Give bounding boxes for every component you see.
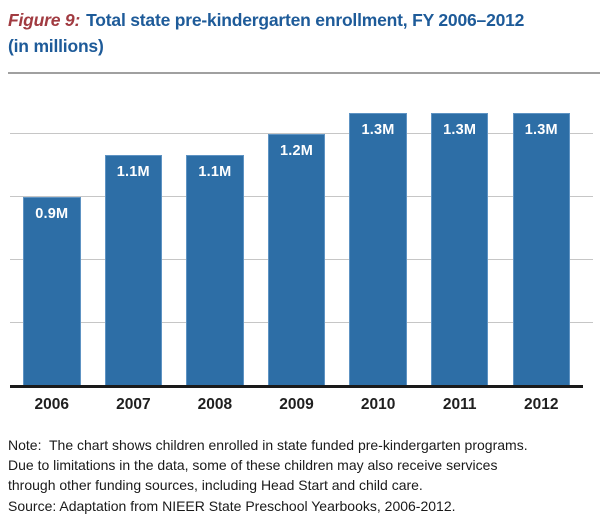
bar-2012: 1.3M [512, 112, 570, 385]
chart-notes: Note: The chart shows children enrolled … [8, 435, 607, 516]
bar-chart: 0.9M 1.1M 1.1M 1.2M 1.3M 1.3M 1.3M 2006 2007 200… [10, 95, 593, 413]
x-axis-label-2011: 2011 [442, 396, 477, 413]
bar-2006: 0.9M [23, 196, 81, 385]
x-axis-label-2009: 2009 [279, 396, 314, 413]
figure-number-label: Figure 9: [8, 10, 81, 30]
bar-2008: 1.1M [186, 154, 244, 385]
figure-page: Figure 9: Total state pre-kindergarten en… [8, 8, 607, 516]
title-divider [8, 72, 600, 74]
note-line: through other funding sources, including… [8, 477, 423, 493]
bar-value-label: 1.3M [524, 121, 558, 138]
bar-value-label: 1.3M [361, 121, 395, 138]
bar-value-label: 1.1M [116, 163, 150, 180]
bar-2010: 1.3M [349, 112, 407, 385]
bar-value-label: 1.1M [198, 163, 232, 180]
plot-area: 0.9M 1.1M 1.1M 1.2M 1.3M 1.3M 1.3M [10, 95, 593, 388]
bar-2009: 1.2M [267, 133, 326, 385]
x-axis-label-2012: 2012 [524, 396, 559, 413]
figure-title-line2: (in millions) [8, 34, 604, 60]
x-axis-label-2010: 2010 [360, 396, 396, 413]
bar-value-label: 1.2M [279, 142, 314, 159]
figure-title-line1: Figure 9: Total state pre-kindergarten en… [8, 8, 604, 34]
bar-2011: 1.3M [430, 112, 489, 385]
note-line: Note: The chart shows children enrolled … [8, 437, 528, 453]
bar-2007: 1.1M [104, 154, 163, 385]
figure-title-units: (in millions) [8, 35, 104, 56]
x-axis-label-2006: 2006 [34, 396, 69, 413]
note-line: Due to limitations in the data, some of … [8, 457, 498, 473]
figure-title: Figure 9: Total state pre-kindergarten en… [8, 8, 604, 59]
bar-value-label: 1.3M [443, 121, 477, 138]
x-axis-label-2007: 2007 [116, 396, 151, 413]
x-axis-label-2008: 2008 [197, 396, 233, 413]
source-line: Source: Adaptation from NIEER State Pres… [8, 498, 456, 514]
bar-value-label: 0.9M [35, 205, 69, 222]
figure-title-text: Total state pre-kindergarten enrollment,… [86, 10, 525, 30]
x-axis: 2006 2007 2008 2009 2010 2011 2012 [10, 396, 583, 413]
